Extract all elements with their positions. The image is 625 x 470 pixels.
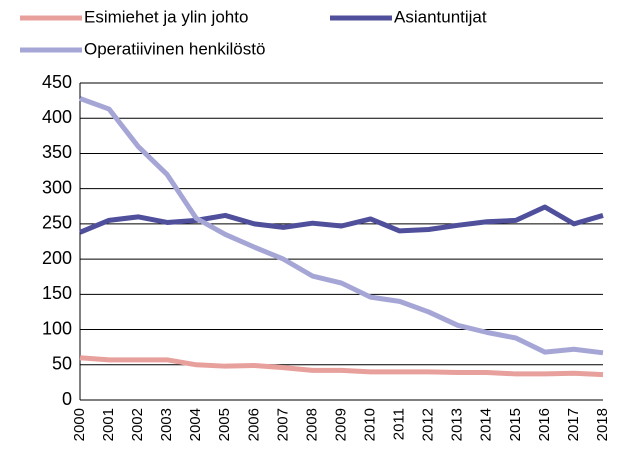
x-tick-label: 2017 [565,408,582,441]
x-tick-label: 2007 [274,408,291,441]
x-tick-label: 2014 [478,408,495,441]
x-tick-label: 2013 [449,408,466,441]
x-tick-label: 2008 [303,408,320,441]
x-tick-label: 2016 [536,408,553,441]
y-tick-label: 200 [42,248,72,268]
x-tick-label: 2015 [507,408,524,441]
x-tick-label: 2011 [391,408,408,440]
y-tick-label: 400 [42,107,72,127]
x-tick-label: 2009 [332,408,349,441]
legend-label: Esimiehet ja ylin johto [84,7,248,26]
line-series [79,355,604,378]
x-tick-label: 2012 [420,408,437,441]
x-tick-label: 2002 [129,408,146,441]
legend-label: Asiantuntijat [394,7,487,26]
x-tick-label: 2003 [158,408,175,441]
legend-label: Operatiivinen henkilöstö [84,39,265,58]
y-tick-label: 0 [62,389,72,409]
x-tick-label: 2004 [187,408,204,441]
x-tick-label: 2018 [594,408,611,441]
x-tick-label: 2000 [71,408,88,441]
line-series [79,204,604,235]
y-tick-label: 450 [42,72,72,92]
y-tick-label: 150 [42,283,72,303]
line-series [79,96,604,356]
x-tick-label: 2005 [216,408,233,441]
y-tick-label: 100 [42,318,72,338]
y-tick-label: 250 [42,213,72,233]
x-tick-label: 2006 [245,408,262,441]
y-tick-label: 50 [52,354,72,374]
x-tick-label: 2010 [362,408,379,441]
y-tick-label: 300 [42,177,72,197]
x-tick-label: 2001 [100,408,117,441]
y-tick-label: 350 [42,142,72,162]
